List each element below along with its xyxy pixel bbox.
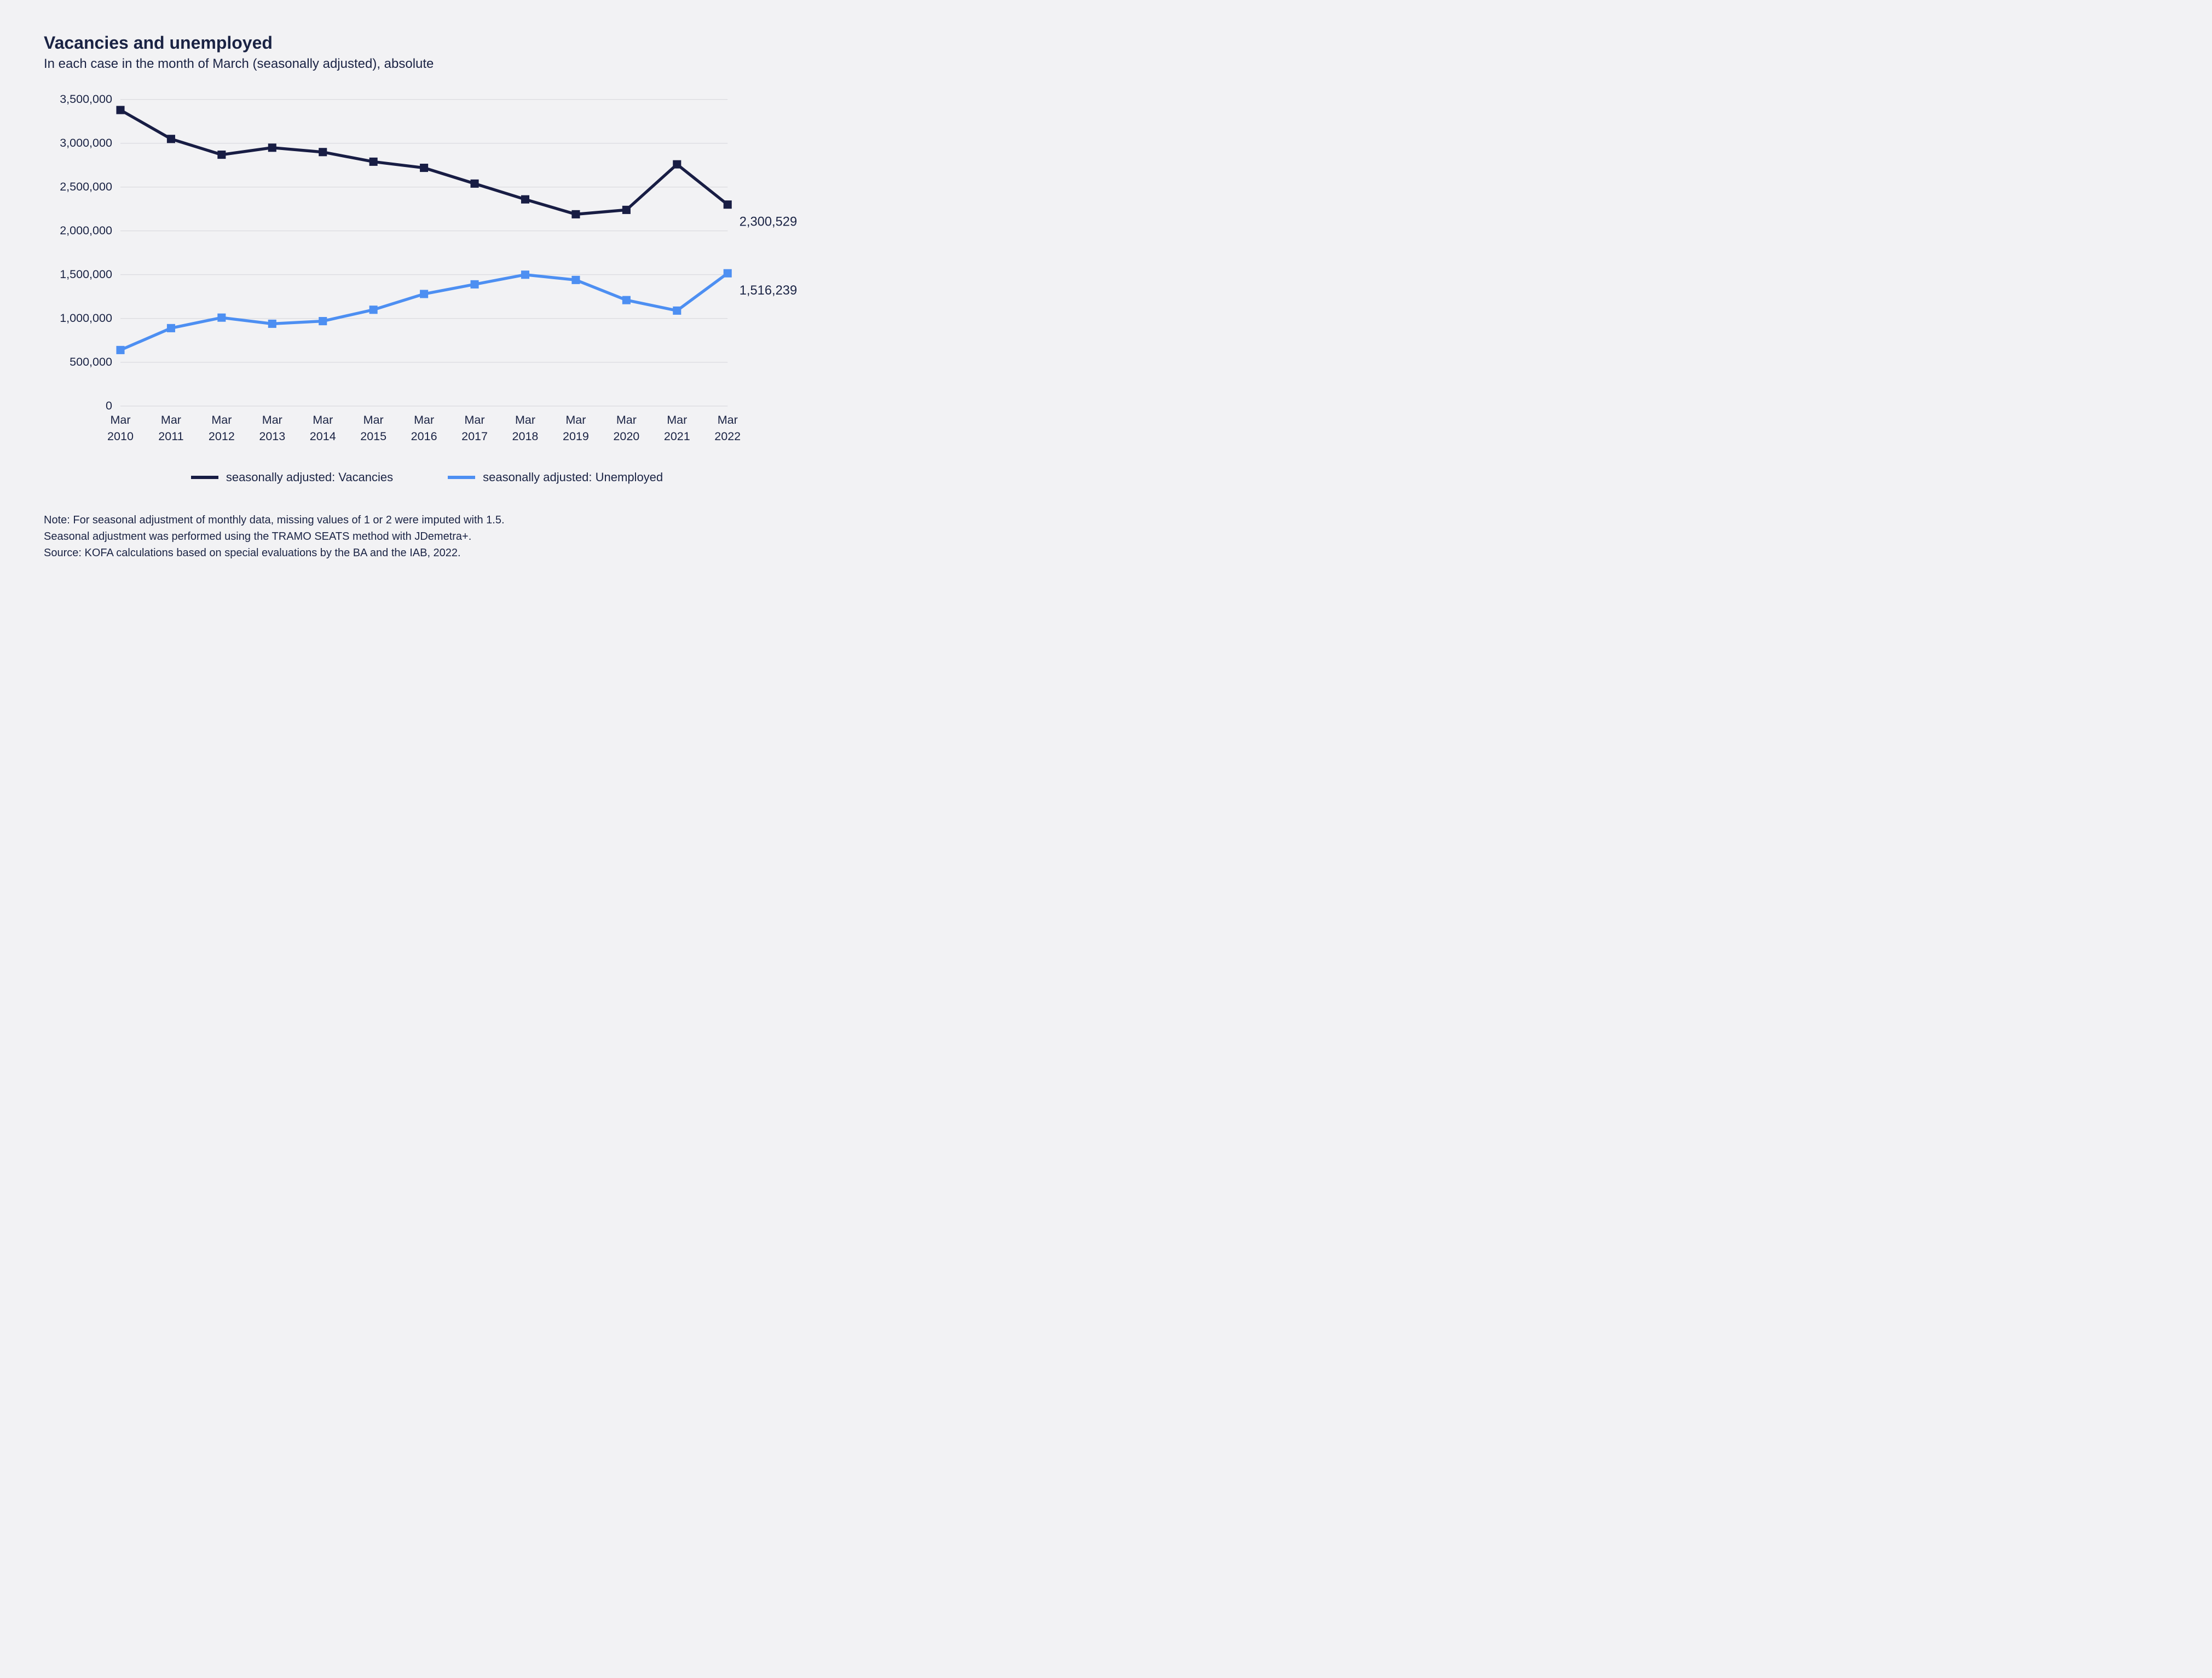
marker-vacancies xyxy=(673,160,681,169)
legend-item-unemployed: seasonally adjusted: Unemployed xyxy=(448,470,663,485)
y-tick-label: 3,000,000 xyxy=(60,136,112,149)
y-tick-label: 500,000 xyxy=(70,355,112,368)
legend-label-vacancies: seasonally adjusted: Vacancies xyxy=(226,470,393,485)
x-tick-label-month: Mar xyxy=(211,413,232,426)
footnote-line-3: Source: KOFA calculations based on speci… xyxy=(44,545,810,561)
legend-swatch-unemployed xyxy=(448,476,475,479)
marker-vacancies xyxy=(116,106,124,114)
chart-container: Vacancies and unemployed In each case in… xyxy=(44,33,810,561)
x-tick-label-month: Mar xyxy=(313,413,333,426)
marker-unemployed xyxy=(268,320,276,328)
x-tick-label-month: Mar xyxy=(465,413,485,426)
legend-label-unemployed: seasonally adjusted: Unemployed xyxy=(483,470,663,485)
marker-unemployed xyxy=(319,317,327,325)
chart-title: Vacancies and unemployed xyxy=(44,33,810,53)
chart-legend: seasonally adjusted: Vacancies seasonall… xyxy=(44,470,810,485)
footnote-line-1: Note: For seasonal adjustment of monthly… xyxy=(44,512,810,528)
marker-unemployed xyxy=(167,324,175,332)
endpoint-label-vacancies: 2,300,529 xyxy=(740,215,797,229)
marker-vacancies xyxy=(571,210,580,218)
marker-unemployed xyxy=(420,290,428,298)
x-tick-label-year: 2010 xyxy=(107,430,134,443)
x-tick-label-year: 2022 xyxy=(714,430,741,443)
marker-unemployed xyxy=(724,269,732,278)
x-tick-label-month: Mar xyxy=(515,413,535,426)
legend-swatch-vacancies xyxy=(191,476,218,479)
marker-vacancies xyxy=(369,158,378,166)
marker-vacancies xyxy=(724,200,732,209)
x-tick-label-month: Mar xyxy=(718,413,738,426)
marker-vacancies xyxy=(268,143,276,152)
marker-vacancies xyxy=(167,135,175,143)
endpoint-label-unemployed: 1,516,239 xyxy=(740,284,797,298)
y-tick-label: 1,000,000 xyxy=(60,312,112,325)
series-line-unemployed xyxy=(120,273,727,350)
x-tick-label-year: 2015 xyxy=(360,430,386,443)
marker-vacancies xyxy=(217,151,226,159)
y-tick-label: 2,500,000 xyxy=(60,180,112,193)
marker-unemployed xyxy=(217,314,226,322)
y-tick-label: 2,000,000 xyxy=(60,224,112,237)
x-tick-label-year: 2011 xyxy=(158,430,183,443)
x-tick-label-month: Mar xyxy=(110,413,130,426)
marker-unemployed xyxy=(571,276,580,284)
line-chart-svg: 0 500,000 1,000,000 1,500,000 2,000,000 2,500… xyxy=(44,94,810,459)
marker-vacancies xyxy=(319,148,327,156)
x-tick-label-month: Mar xyxy=(565,413,586,426)
x-tick-label-year: 2013 xyxy=(259,430,285,443)
marker-unemployed xyxy=(673,307,681,315)
x-tick-label-month: Mar xyxy=(262,413,282,426)
marker-unemployed xyxy=(521,270,529,279)
x-tick-label-month: Mar xyxy=(667,413,687,426)
x-tick-label-year: 2020 xyxy=(613,430,639,443)
legend-item-vacancies: seasonally adjusted: Vacancies xyxy=(191,470,393,485)
x-tick-label-year: 2014 xyxy=(310,430,336,443)
x-tick-label-month: Mar xyxy=(616,413,637,426)
x-tick-label-month: Mar xyxy=(161,413,181,426)
marker-vacancies xyxy=(521,195,529,204)
x-tick-label-month: Mar xyxy=(363,413,384,426)
x-tick-label-year: 2019 xyxy=(563,430,589,443)
y-tick-label: 1,500,000 xyxy=(60,268,112,281)
x-tick-label-year: 2016 xyxy=(411,430,437,443)
marker-vacancies xyxy=(471,180,479,188)
y-tick-label: 0 xyxy=(106,399,112,412)
marker-unemployed xyxy=(471,280,479,289)
marker-unemployed xyxy=(116,346,124,354)
chart-plot-area: 0 500,000 1,000,000 1,500,000 2,000,000 2,500… xyxy=(44,94,810,459)
x-tick-label-month: Mar xyxy=(414,413,434,426)
y-tick-label: 3,500,000 xyxy=(60,94,112,106)
x-tick-label-year: 2018 xyxy=(512,430,539,443)
x-tick-label-year: 2021 xyxy=(664,430,690,443)
x-tick-label-year: 2017 xyxy=(461,430,488,443)
x-tick-label-year: 2012 xyxy=(209,430,235,443)
footnote-line-2: Seasonal adjustment was performed using … xyxy=(44,528,810,545)
marker-unemployed xyxy=(369,305,378,314)
series-line-vacancies xyxy=(120,110,727,214)
marker-vacancies xyxy=(622,206,631,214)
marker-vacancies xyxy=(420,164,428,172)
chart-subtitle: In each case in the month of March (seas… xyxy=(44,56,810,72)
marker-unemployed xyxy=(622,296,631,304)
